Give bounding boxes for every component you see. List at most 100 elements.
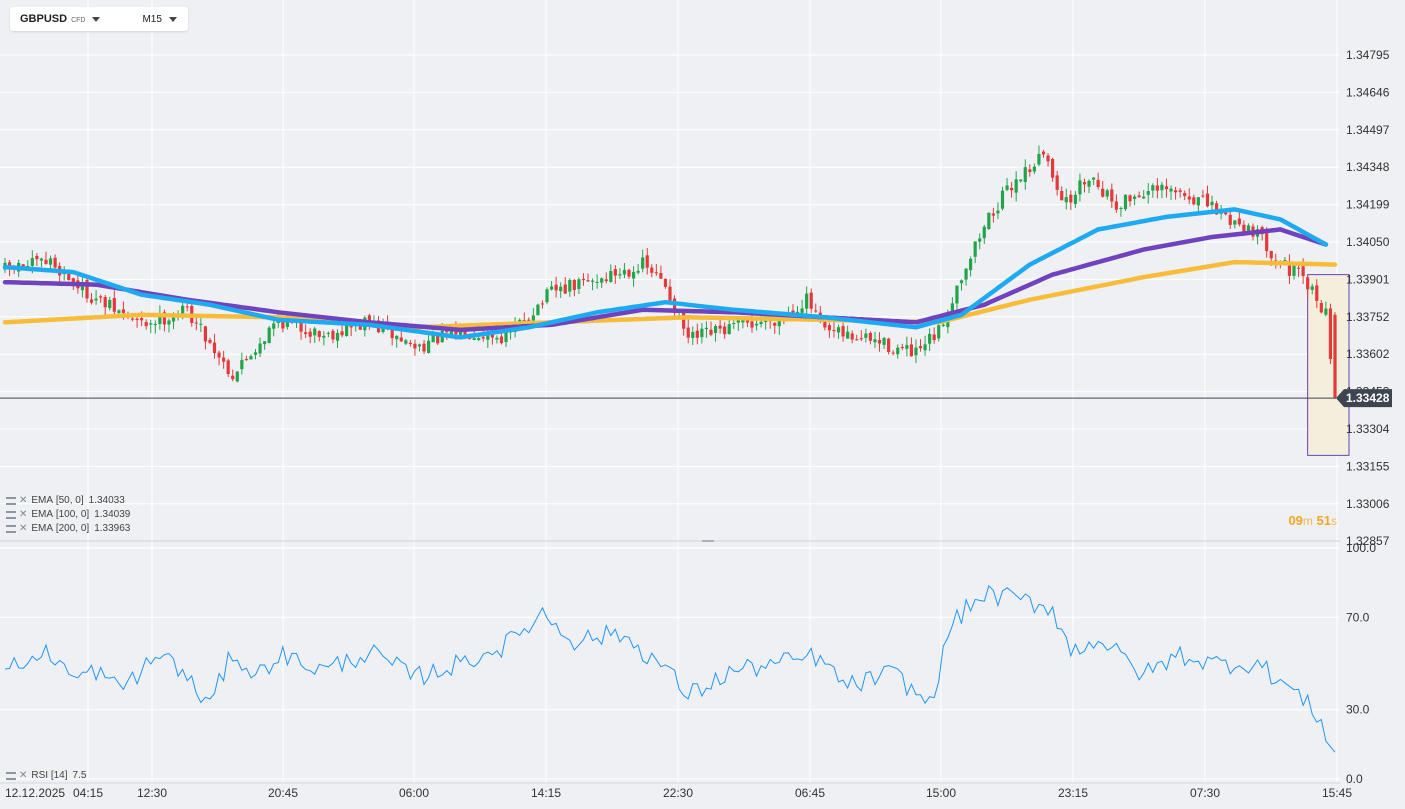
indicator-settings-icon[interactable] [6,510,16,519]
current-price-text: 1.33428 [1346,391,1390,405]
remove-indicator-icon[interactable]: ✕ [19,523,28,534]
candle-body [103,297,107,308]
price-tick-label: 1.34497 [1346,123,1390,137]
candle-body [713,326,718,334]
rsi-tick-label: 30.0 [1346,703,1370,717]
candle-body [1173,190,1178,193]
candle-body [272,323,276,329]
candle-body [185,306,189,308]
candle-body [486,333,490,340]
candle-body [99,296,103,298]
candle-body [800,308,804,313]
candle-body [1096,179,1100,188]
candle-body [436,335,440,344]
candle-body [914,347,918,356]
candle-body [540,303,545,305]
candle-body [750,321,754,328]
candle-body [1333,314,1337,398]
candle-body [1087,180,1091,187]
candle-body [964,268,968,280]
candle-body [1187,196,1191,200]
symbol-selector[interactable]: GBPUSD CFD M15 [10,7,188,31]
candle-body [1196,197,1200,206]
candle-body [1142,196,1146,199]
candle-body [932,334,936,341]
remove-indicator-icon[interactable]: ✕ [19,495,28,506]
candle-body [326,332,330,334]
candle-body [53,257,57,268]
candle-body [1041,151,1046,155]
candle-body [208,339,212,343]
candle-body [171,316,176,322]
candle-body [1146,191,1150,195]
candle-body [1246,225,1251,234]
candle-body [741,319,745,323]
price-tick-label: 1.34646 [1346,85,1390,99]
price-tick-label: 1.33006 [1346,497,1390,511]
remove-indicator-icon[interactable]: ✕ [19,770,28,781]
candle-body [1287,262,1292,276]
candle-body [1324,308,1328,315]
candle-body [1205,193,1210,207]
candle-body [1224,212,1228,215]
candle-body [408,342,412,345]
candle-body [367,315,371,324]
candle-body [504,332,508,343]
candle-body [1069,194,1073,203]
candle-body [467,338,472,340]
timeframe-selector[interactable]: M15 [142,13,162,25]
candle-body [1091,177,1096,180]
candle-body [1014,179,1018,193]
candle-body [149,323,153,325]
ema100-legend[interactable]: ✕ EMA [100, 0] 1.34039 [6,509,130,520]
indicator-settings-icon[interactable] [6,496,16,505]
pane-resize-handle[interactable] [702,540,714,542]
candle-body [827,325,832,331]
candle-body [809,292,813,309]
candle-body [226,360,230,375]
candle-body [777,317,781,327]
candle-body [1306,277,1310,290]
time-tick-label: 14:15 [531,786,561,800]
timeframe-dropdown-icon[interactable] [168,16,177,22]
candle-body [181,305,185,314]
candle-body [891,352,895,354]
indicator-settings-icon[interactable] [6,771,16,780]
current-candle-highlight [1307,274,1350,456]
candle-body [267,327,271,343]
ema-line [2,207,1329,340]
candle-body [832,330,836,332]
rsi-legend[interactable]: ✕ RSI [14] 7.5 [6,770,86,781]
candle-body [918,346,923,349]
candle-countdown: 09m 51s [1288,513,1337,528]
candle-body [618,274,622,276]
candle-body [814,310,818,312]
candle-body [144,322,148,327]
candle-body [732,323,736,325]
indicator-settings-icon[interactable] [6,524,16,533]
candle-body [222,357,226,362]
candle-body [1019,179,1023,182]
candle-body [1210,201,1214,206]
candle-body [536,304,540,316]
candle-body [85,279,89,299]
candle-body [668,286,672,301]
candle-body [1114,201,1118,210]
candle-body [1137,195,1141,198]
ema50-legend[interactable]: ✕ EMA [50, 0] 1.34033 [6,495,125,506]
price-tick-label: 1.33602 [1346,347,1390,361]
candle-body [859,338,863,340]
candle-body [568,279,572,292]
candle-body [773,322,777,326]
candle-body [472,338,476,340]
candle-body [413,343,417,349]
candle-body [1064,197,1068,203]
candle-body [235,371,239,382]
symbol-dropdown-icon[interactable] [92,16,101,22]
ema200-legend[interactable]: ✕ EMA [200, 0] 1.33963 [6,523,130,534]
remove-indicator-icon[interactable]: ✕ [19,509,28,520]
candle-body [417,344,422,347]
candle-body [609,271,613,282]
candle-body [923,344,927,351]
